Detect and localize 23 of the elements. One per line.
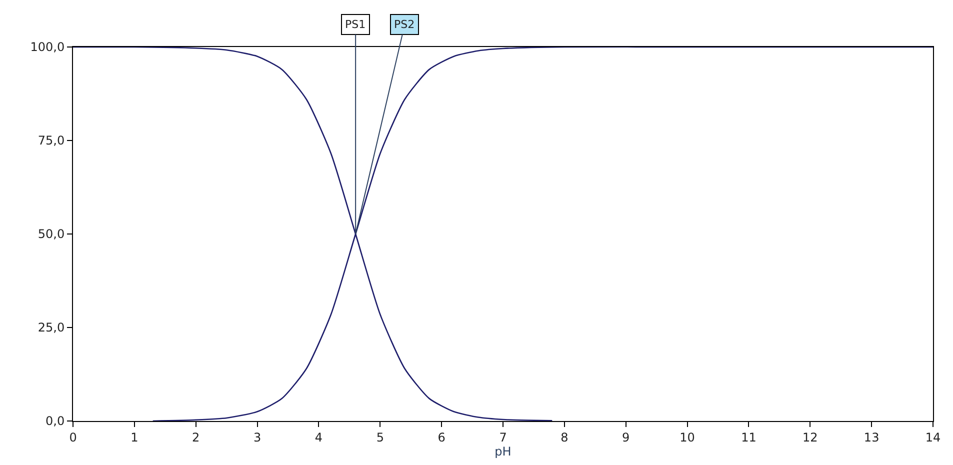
x-tick-label: 11 [741, 430, 756, 444]
x-tick-label: 14 [925, 430, 941, 444]
x-axis-title: pH [494, 444, 512, 458]
y-tick-label: 25,0 [38, 320, 65, 335]
x-tick-label: 6 [438, 430, 446, 444]
y-tick-label: 50,0 [38, 227, 65, 242]
x-tick-label: 2 [192, 430, 200, 444]
x-tick-label: 9 [622, 430, 630, 444]
x-tick-label: 7 [499, 430, 507, 444]
x-tick-label: 5 [376, 430, 384, 444]
x-tick-label: 0 [69, 430, 77, 444]
y-tick-label: 0,0 [46, 414, 65, 428]
y-tick-label: 100,0 [30, 40, 65, 54]
x-tick-label: 12 [802, 430, 818, 444]
x-tick-label: 13 [864, 430, 880, 444]
annotation: PS1 [345, 18, 366, 31]
annotation: PS2 [394, 18, 415, 31]
x-tick-label: 8 [560, 430, 568, 444]
y-tick-label: 75,0 [38, 134, 65, 148]
x-tick-label: 1 [130, 430, 138, 444]
x-tick-label: 4 [314, 430, 323, 444]
x-tick-label: 10 [680, 430, 695, 444]
x-tick-label: 3 [253, 430, 262, 444]
